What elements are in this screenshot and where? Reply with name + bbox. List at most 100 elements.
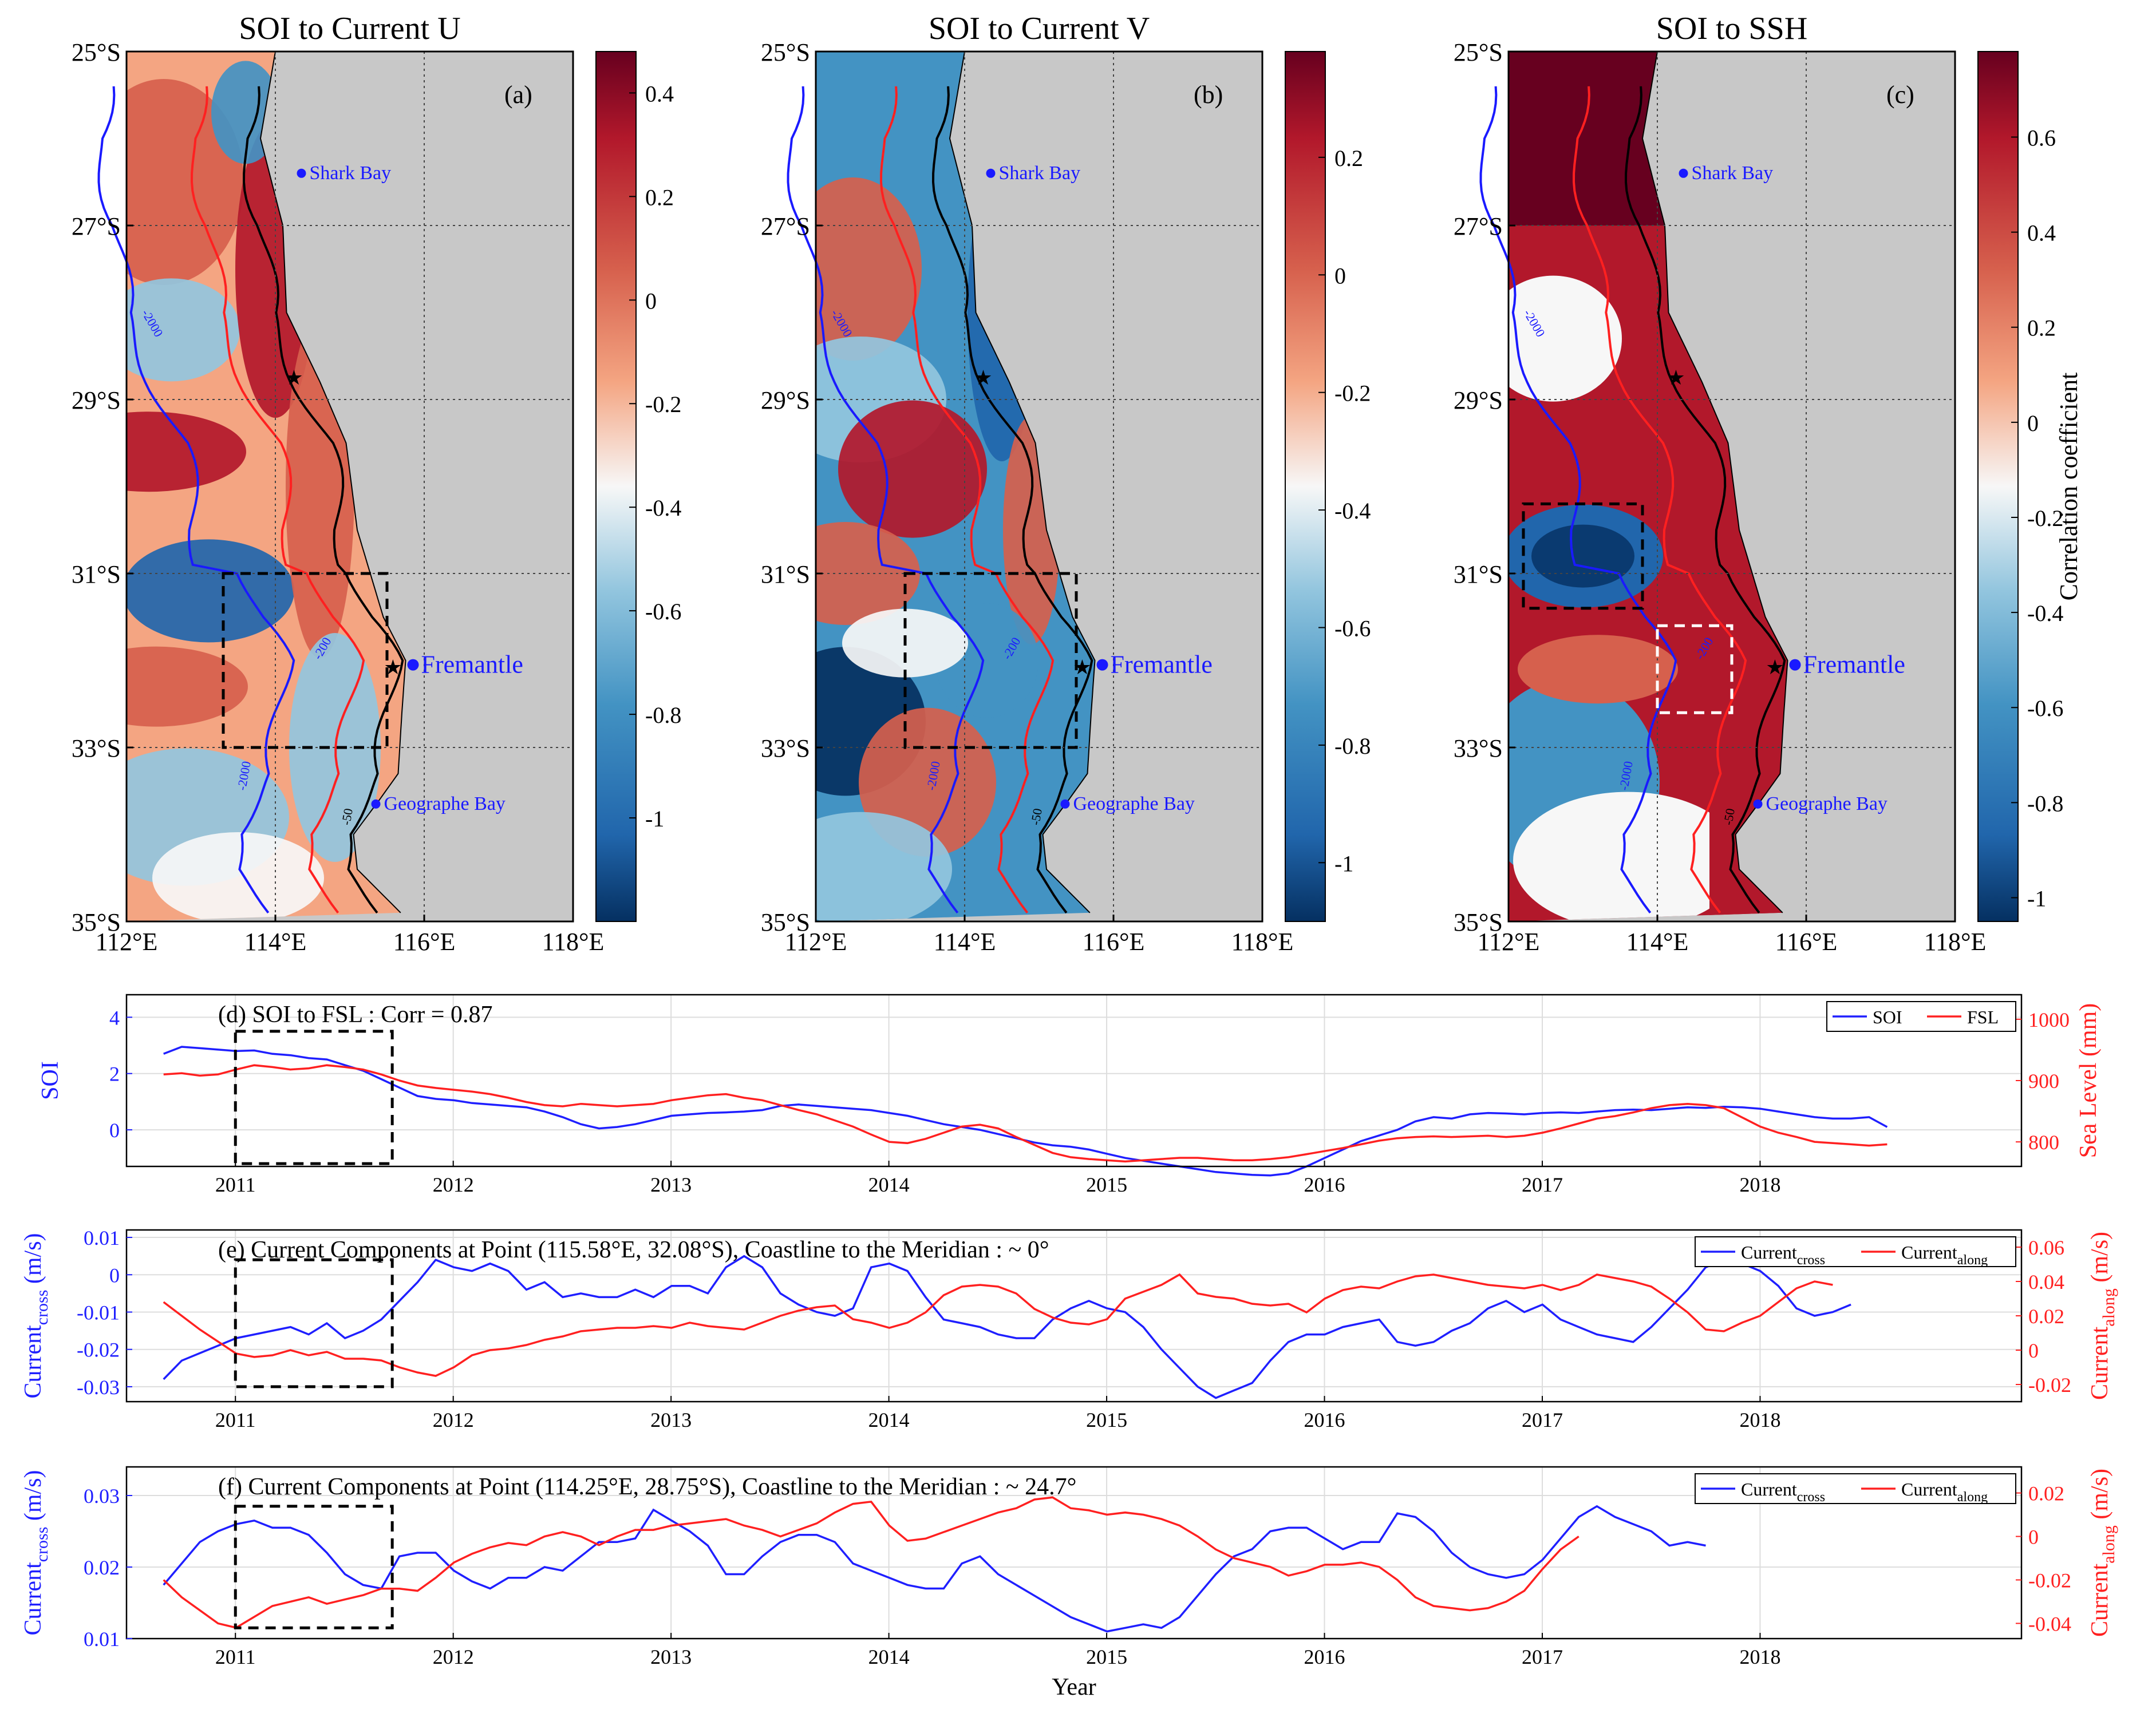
panel-title: (e) Current Components at Point (115.58°… [218,1237,1049,1263]
colorbar-tick-label: -1 [645,806,664,832]
colorbar-tick-label: -0.8 [1334,733,1371,759]
x-tick-label: 2016 [1304,1173,1345,1196]
legend-label: FSL [1967,1007,1999,1027]
colorbar-tick-label: 0.2 [2027,315,2056,341]
region-box [222,572,389,749]
heatmap-cell [1513,792,1742,921]
timeseries-panel-e: 2011 2012 2013 2014 2015 2016 2017 2018 0.01 0 -0.… [20,1227,2118,1431]
region-box [1522,502,1644,610]
lat-tick-label: 31°S [1454,560,1503,588]
lon-tick-label: 112°E [785,928,847,956]
lat-tick-label: 25°S [761,38,810,66]
legend-box [1695,1473,2016,1504]
colorbar-tick-label: 0.2 [645,184,674,210]
lat-tick-label: 31°S [72,560,121,588]
colorbar-tick-label: -0.2 [2027,505,2063,531]
y-left-axis-label: SOI [37,1061,64,1100]
colorbar-tick-label: -0.2 [1334,381,1371,406]
region-box [903,572,1078,749]
y-left-tick-label: 0.02 [84,1556,120,1579]
highlight-box [234,1505,394,1629]
y-left-tick-label: 0.01 [84,1227,120,1249]
series-line-current_along [163,1273,1833,1377]
x-tick-label: 2016 [1304,1645,1345,1668]
panel-title: (d) SOI to FSL : Corr = 0.87 [218,1002,492,1028]
lat-tick-label: 25°S [72,38,121,66]
y-left-tick-label: 4 [109,1006,120,1029]
series-line-fsl [163,1064,1888,1163]
panel-title: (f) Current Components at Point (114.25°… [218,1474,1076,1500]
map-panel-c: SOI to SSH -2000-2000-200-50★★Shark BayF… [1454,11,2063,956]
colorbar-tick-label: -0.6 [2027,695,2063,721]
y-left-tick-label: 0.03 [84,1485,120,1508]
heatmap-cell [838,400,987,538]
region-box [1656,624,1734,714]
legend-label: SOI [1873,1007,1902,1027]
colorbar-tick-label: -0.8 [645,702,681,728]
y-right-tick-label: 0.02 [2028,1305,2064,1328]
colorbar-tick-label: -0.4 [2027,600,2063,626]
plot-area [127,995,2021,1166]
lon-tick-label: 112°E [1478,928,1540,956]
legend-label: Currentcross [1741,1479,1825,1505]
lat-tick-label: 35°S [761,908,810,936]
heatmap-cell [127,646,248,727]
lat-tick-label: 31°S [761,560,810,588]
legend-box [1695,1236,2016,1267]
y-right-tick-label: -0.02 [2028,1374,2071,1396]
x-tick-label: 2018 [1739,1173,1780,1196]
series-line-current_cross [163,1505,1706,1633]
place-dot [1060,799,1070,809]
colorbar-label: Correlation coefficient [2055,373,2083,601]
x-tick-label: 2011 [215,1409,256,1431]
x-tick-label: 2016 [1304,1409,1345,1431]
place-label: Geographe Bay [1073,793,1195,814]
heatmap-cell [127,79,244,285]
lat-tick-label: 29°S [72,386,121,414]
place-dot [1753,799,1763,809]
y-right-tick-label: 0.04 [2028,1271,2064,1293]
timeseries-panel-f: 2011 2012 2013 2014 2015 2016 2017 2018 0.03 0.02… [20,1466,2118,1700]
lat-tick-label: 25°S [1454,38,1503,66]
contour-2000 [97,86,295,913]
x-tick-label: 2013 [650,1409,692,1431]
contour-2000 [787,86,985,913]
place-dot [371,799,381,809]
place-label: Geographe Bay [1766,793,1888,814]
map-frame [125,50,574,923]
y-right-tick-label: 0 [2028,1526,2039,1549]
contour-label: -50 [1028,807,1045,826]
map-frame [1507,50,1956,923]
place-label: Shark Bay [1692,163,1774,184]
lon-tick-label: 112°E [96,928,158,956]
heatmap-cell [152,832,324,921]
place-dot [407,659,419,671]
y-left-tick-label: 2 [109,1063,120,1086]
x-tick-label: 2014 [868,1645,910,1668]
heatmap-cell [1531,524,1634,588]
contour-200 [1572,86,1747,913]
lat-tick-label: 35°S [72,908,121,936]
colorbar-tick-label: 0.2 [1334,145,1363,171]
y-right-axis-label: Currentalong (m/s) [2087,1232,2118,1400]
map-frame [815,50,1263,923]
lat-tick-label: 27°S [1454,212,1503,240]
map-title: SOI to Current U [239,11,460,46]
x-tick-label: 2013 [650,1173,692,1196]
lat-tick-label: 35°S [1454,908,1503,936]
map-title: SOI to SSH [1656,11,1808,46]
panel-label: (b) [1194,81,1223,109]
x-tick-label: 2012 [433,1173,474,1196]
legend-label: Currentalong [1901,1242,1988,1268]
y-right-tick-label: 0.06 [2028,1236,2064,1259]
colorbar-tick-label: 0.4 [2027,220,2056,246]
y-left-tick-label: -0.01 [77,1301,120,1324]
x-tick-label: 2015 [1086,1409,1127,1431]
colorbar-tick-label: -0.4 [645,495,681,521]
map-panel-a: SOI to Current U -2000-2000-200-50★★Shar… [72,11,681,956]
contour-2000 [1479,86,1677,913]
place-dot [1679,168,1688,178]
heatmap-cell [1509,275,1622,402]
x-tick-label: 2015 [1086,1173,1127,1196]
colorbar-tick-label: -1 [1334,850,1353,876]
